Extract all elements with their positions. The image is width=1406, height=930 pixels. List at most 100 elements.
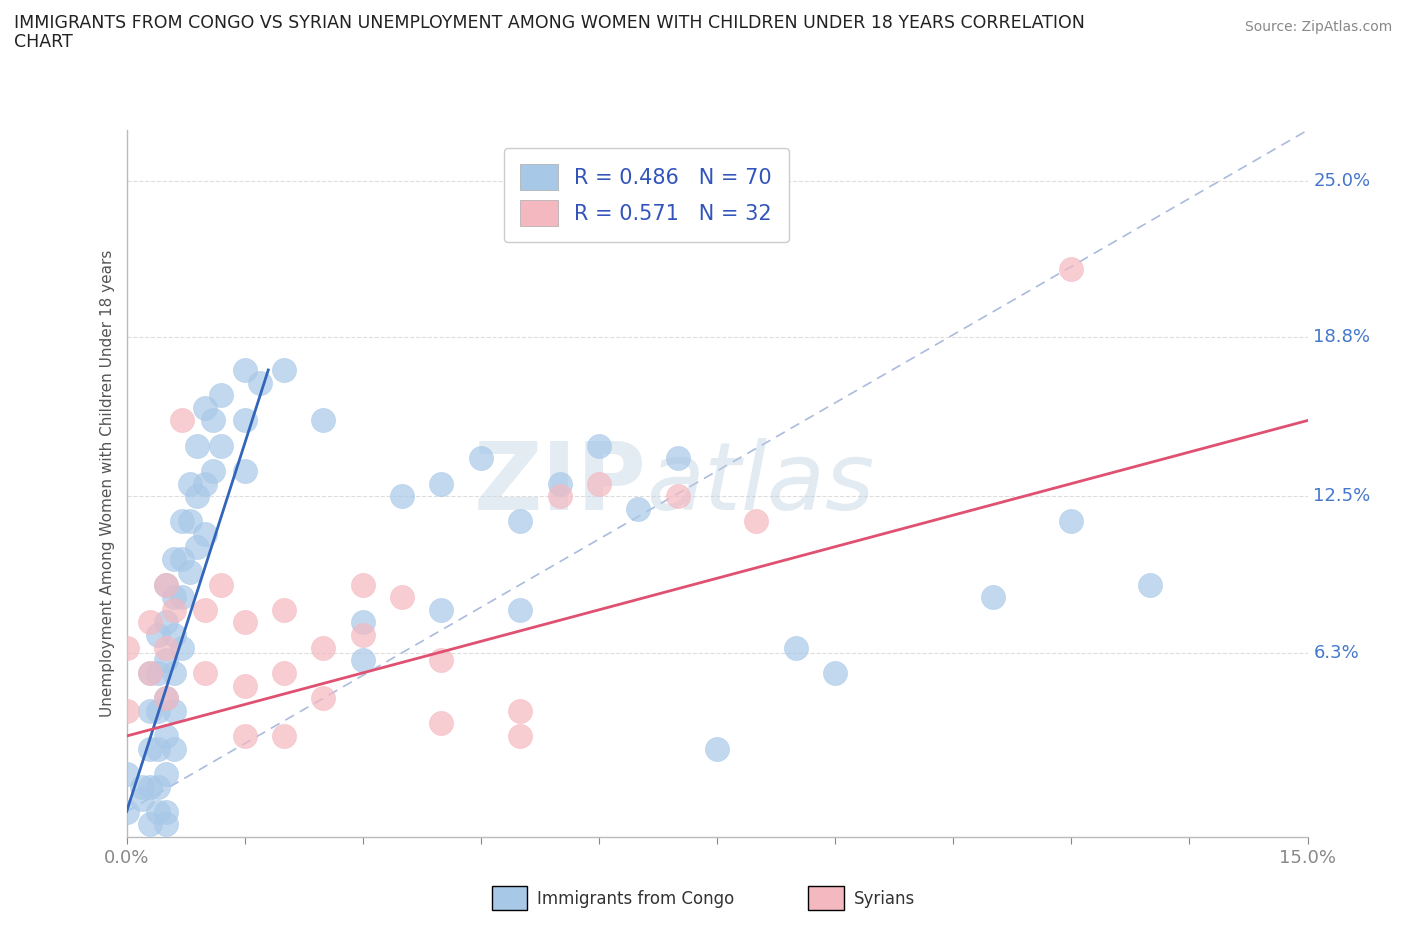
- Immigrants from Congo: [131, 791, 153, 806]
- Immigrants from Congo: [391, 489, 413, 504]
- Immigrants from Congo: [312, 413, 335, 428]
- Syrians: [352, 578, 374, 592]
- Text: CHART: CHART: [14, 33, 73, 50]
- Immigrants from Congo: [155, 766, 177, 781]
- Syrians: [209, 578, 232, 592]
- Text: 18.8%: 18.8%: [1313, 328, 1371, 346]
- Syrians: [115, 703, 138, 718]
- Immigrants from Congo: [209, 438, 232, 453]
- Text: ZIP: ZIP: [474, 438, 647, 529]
- Immigrants from Congo: [139, 741, 162, 756]
- Syrians: [273, 666, 295, 681]
- Immigrants from Congo: [509, 603, 531, 618]
- Text: atlas: atlas: [647, 438, 875, 529]
- Text: IMMIGRANTS FROM CONGO VS SYRIAN UNEMPLOYMENT AMONG WOMEN WITH CHILDREN UNDER 18 : IMMIGRANTS FROM CONGO VS SYRIAN UNEMPLOY…: [14, 14, 1085, 32]
- Syrians: [588, 476, 610, 491]
- Text: Syrians: Syrians: [853, 890, 915, 909]
- Immigrants from Congo: [1139, 578, 1161, 592]
- Syrians: [115, 640, 138, 655]
- Immigrants from Congo: [666, 451, 689, 466]
- Immigrants from Congo: [194, 526, 217, 541]
- Immigrants from Congo: [430, 476, 453, 491]
- Immigrants from Congo: [146, 804, 169, 819]
- Immigrants from Congo: [981, 590, 1004, 604]
- Syrians: [155, 691, 177, 706]
- Immigrants from Congo: [352, 653, 374, 668]
- Syrians: [509, 703, 531, 718]
- Syrians: [194, 603, 217, 618]
- Immigrants from Congo: [155, 691, 177, 706]
- Immigrants from Congo: [179, 476, 201, 491]
- Immigrants from Congo: [706, 741, 728, 756]
- Syrians: [1060, 261, 1083, 276]
- Immigrants from Congo: [202, 413, 225, 428]
- Syrians: [233, 615, 256, 630]
- Immigrants from Congo: [179, 565, 201, 579]
- Immigrants from Congo: [186, 438, 208, 453]
- Immigrants from Congo: [146, 779, 169, 794]
- Immigrants from Congo: [186, 539, 208, 554]
- Immigrants from Congo: [170, 514, 193, 529]
- Immigrants from Congo: [588, 438, 610, 453]
- Immigrants from Congo: [146, 666, 169, 681]
- Immigrants from Congo: [824, 666, 846, 681]
- Immigrants from Congo: [202, 463, 225, 478]
- Immigrants from Congo: [430, 603, 453, 618]
- Immigrants from Congo: [163, 551, 186, 566]
- Syrians: [233, 678, 256, 693]
- Syrians: [170, 413, 193, 428]
- Syrians: [139, 666, 162, 681]
- Immigrants from Congo: [155, 728, 177, 743]
- Immigrants from Congo: [194, 401, 217, 416]
- Immigrants from Congo: [115, 804, 138, 819]
- Immigrants from Congo: [785, 640, 807, 655]
- Immigrants from Congo: [273, 363, 295, 378]
- Immigrants from Congo: [115, 766, 138, 781]
- Syrians: [745, 514, 768, 529]
- Immigrants from Congo: [179, 514, 201, 529]
- Immigrants from Congo: [155, 578, 177, 592]
- Immigrants from Congo: [139, 779, 162, 794]
- Immigrants from Congo: [209, 388, 232, 403]
- Immigrants from Congo: [146, 628, 169, 643]
- Immigrants from Congo: [155, 615, 177, 630]
- Text: 12.5%: 12.5%: [1313, 487, 1371, 505]
- Immigrants from Congo: [131, 779, 153, 794]
- Immigrants from Congo: [155, 817, 177, 831]
- Syrians: [312, 640, 335, 655]
- Immigrants from Congo: [146, 703, 169, 718]
- Immigrants from Congo: [170, 590, 193, 604]
- Immigrants from Congo: [163, 703, 186, 718]
- Immigrants from Congo: [146, 741, 169, 756]
- Syrians: [194, 666, 217, 681]
- Syrians: [155, 578, 177, 592]
- Text: Immigrants from Congo: Immigrants from Congo: [537, 890, 734, 909]
- Immigrants from Congo: [194, 476, 217, 491]
- Text: 25.0%: 25.0%: [1313, 172, 1371, 190]
- Syrians: [666, 489, 689, 504]
- Syrians: [430, 653, 453, 668]
- Syrians: [352, 628, 374, 643]
- Immigrants from Congo: [1060, 514, 1083, 529]
- Text: Source: ZipAtlas.com: Source: ZipAtlas.com: [1244, 20, 1392, 34]
- Immigrants from Congo: [509, 514, 531, 529]
- Syrians: [273, 728, 295, 743]
- Legend: R = 0.486   N = 70, R = 0.571   N = 32: R = 0.486 N = 70, R = 0.571 N = 32: [503, 148, 789, 243]
- Immigrants from Congo: [233, 413, 256, 428]
- Immigrants from Congo: [155, 653, 177, 668]
- Syrians: [139, 615, 162, 630]
- Immigrants from Congo: [233, 463, 256, 478]
- Immigrants from Congo: [155, 804, 177, 819]
- Immigrants from Congo: [139, 703, 162, 718]
- Syrians: [430, 716, 453, 731]
- Text: 6.3%: 6.3%: [1313, 644, 1360, 662]
- Immigrants from Congo: [163, 628, 186, 643]
- Y-axis label: Unemployment Among Women with Children Under 18 years: Unemployment Among Women with Children U…: [100, 250, 115, 717]
- Immigrants from Congo: [163, 741, 186, 756]
- Syrians: [155, 640, 177, 655]
- Immigrants from Congo: [352, 615, 374, 630]
- Immigrants from Congo: [163, 666, 186, 681]
- Immigrants from Congo: [548, 476, 571, 491]
- Immigrants from Congo: [163, 590, 186, 604]
- Immigrants from Congo: [249, 375, 271, 390]
